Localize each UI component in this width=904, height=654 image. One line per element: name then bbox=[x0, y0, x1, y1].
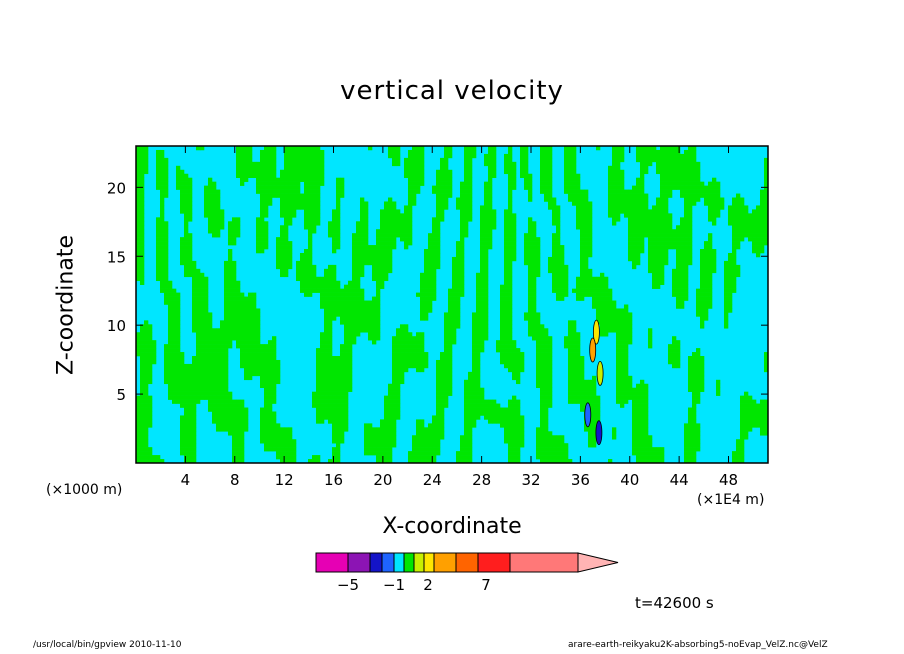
x-tick-label-4: 20 bbox=[373, 471, 392, 489]
x-unit-left: (×1000 m) bbox=[46, 482, 123, 498]
chart-title: vertical velocity bbox=[340, 76, 564, 106]
x-tick-label-6: 28 bbox=[472, 471, 491, 489]
colorbar-seg-5 bbox=[403, 552, 415, 573]
colorbar-seg-1 bbox=[347, 552, 371, 573]
colorbar-seg-9 bbox=[455, 552, 479, 573]
plot-frame bbox=[135, 145, 769, 464]
colorbar-label-2: 2 bbox=[423, 576, 433, 594]
y-tick-label-0: 5 bbox=[116, 386, 126, 404]
colorbar-seg-6 bbox=[413, 552, 425, 573]
x-tick-label-9: 40 bbox=[620, 471, 639, 489]
y-tick-label-2: 15 bbox=[107, 248, 126, 266]
colorbar-seg-0 bbox=[315, 552, 349, 573]
colorbar-label-0: −5 bbox=[337, 576, 359, 594]
core-cell-0 bbox=[593, 319, 600, 345]
core-cell-4 bbox=[595, 420, 603, 446]
x-tick-label-11: 48 bbox=[719, 471, 738, 489]
colorbar-arrow bbox=[577, 552, 619, 573]
colorbar-seg-10 bbox=[477, 552, 511, 573]
x-tick-label-7: 32 bbox=[521, 471, 540, 489]
x-tick-label-1: 8 bbox=[230, 471, 240, 489]
x-tick-label-10: 44 bbox=[670, 471, 689, 489]
core-cell-3 bbox=[584, 402, 592, 428]
footer-left: /usr/local/bin/gpview 2010-11-10 bbox=[33, 640, 182, 650]
x-tick-label-3: 16 bbox=[324, 471, 343, 489]
colorbar-seg-11 bbox=[509, 552, 579, 573]
y-axis-label: Z-coordinate bbox=[53, 235, 79, 375]
colorbar-seg-4 bbox=[393, 552, 405, 573]
x-tick-label-8: 36 bbox=[571, 471, 590, 489]
x-tick-label-5: 24 bbox=[423, 471, 442, 489]
y-tick-label-3: 20 bbox=[107, 179, 126, 197]
colorbar-seg-7 bbox=[423, 552, 435, 573]
plot-area bbox=[136, 146, 768, 463]
y-tick-label-1: 10 bbox=[107, 317, 126, 335]
time-label: t=42600 s bbox=[635, 594, 714, 612]
colorbar-seg-3 bbox=[381, 552, 395, 573]
colorbar-seg-8 bbox=[433, 552, 457, 573]
core-cell-1 bbox=[589, 337, 597, 363]
x-unit-right: (×1E4 m) bbox=[697, 492, 765, 508]
x-tick-label-2: 12 bbox=[275, 471, 294, 489]
y-axis: 5 10 15 20 bbox=[107, 179, 768, 404]
footer-right: arare-earth-reikyaku2K-absorbing5-noEvap… bbox=[568, 640, 828, 650]
x-axis: 4 8 12 16 20 24 28 32 36 40 44 48 bbox=[181, 146, 738, 489]
x-axis-label: X-coordinate bbox=[382, 514, 522, 539]
colorbar-label-3: 7 bbox=[481, 576, 491, 594]
colorbar-label-1: −1 bbox=[383, 576, 405, 594]
colorbar: −5 −1 2 7 bbox=[315, 552, 619, 594]
x-tick-label-0: 4 bbox=[181, 471, 191, 489]
colorbar-seg-2 bbox=[369, 552, 383, 573]
core-cell-2 bbox=[596, 360, 604, 386]
